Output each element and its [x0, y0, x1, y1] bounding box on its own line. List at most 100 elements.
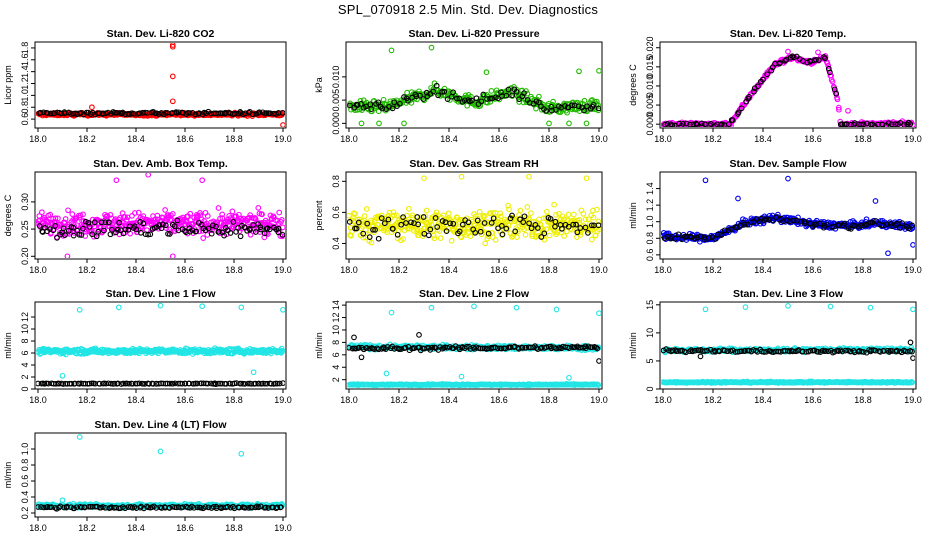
x-tick-label: 18.0 [340, 265, 358, 275]
y-tick-label: 8 [20, 338, 30, 343]
data-point [172, 380, 178, 387]
data-point [238, 304, 245, 311]
data-point [456, 228, 463, 235]
data-point [436, 228, 443, 234]
data-point [219, 110, 226, 117]
data-point [150, 381, 156, 387]
y-tick-label: 1.4 [645, 182, 655, 195]
data-point [80, 225, 86, 232]
data-point [487, 221, 494, 228]
data-point [467, 233, 474, 240]
data-point [169, 380, 176, 387]
data-point [715, 231, 721, 238]
data-point [909, 379, 915, 386]
data-point [255, 205, 262, 211]
data-point [256, 109, 263, 116]
data-point [669, 122, 676, 127]
data-point [751, 88, 757, 95]
data-point [189, 227, 196, 234]
series-reference [661, 214, 915, 243]
data-point [488, 88, 495, 94]
data-point [576, 217, 583, 223]
data-point [417, 92, 423, 99]
data-point [238, 380, 245, 387]
data-point [199, 303, 206, 310]
data-point [718, 122, 724, 127]
data-point [157, 303, 164, 309]
data-point [132, 210, 138, 216]
data-point [420, 214, 427, 220]
data-point [363, 103, 369, 110]
points [347, 303, 601, 388]
data-point [498, 223, 505, 229]
data-point [347, 344, 352, 351]
data-point [565, 223, 572, 230]
data-point [65, 227, 72, 234]
data-point [559, 225, 565, 232]
data-point [801, 220, 808, 227]
data-point [474, 217, 481, 224]
data-point [131, 110, 137, 117]
data-point [126, 380, 132, 387]
data-point [131, 223, 138, 230]
x-tick-label: 19.0 [274, 395, 292, 405]
data-point [259, 211, 265, 218]
data-point [388, 309, 395, 316]
data-point [368, 106, 375, 112]
data-point [548, 103, 555, 110]
data-point [379, 215, 386, 222]
plot-frame [659, 171, 917, 260]
data-point [827, 303, 834, 310]
data-point [123, 216, 130, 223]
data-point [159, 221, 166, 228]
data-point [347, 219, 353, 225]
data-point [512, 228, 519, 235]
data-point [96, 110, 103, 116]
data-point [169, 211, 176, 217]
data-point [725, 227, 732, 234]
y-tick-label: 15 [645, 300, 655, 310]
data-point [764, 71, 771, 78]
data-point [211, 380, 218, 387]
figure-title: SPL_070918 2.5 Min. Std. Dev. Diagnostic… [337, 2, 599, 17]
data-point [498, 345, 505, 352]
data-point [375, 99, 382, 106]
data-point [363, 345, 370, 351]
data-point [595, 382, 601, 388]
data-point [458, 373, 465, 380]
data-point [375, 346, 382, 353]
data-point [766, 216, 773, 223]
data-point [841, 121, 848, 127]
data-point [80, 211, 86, 218]
data-point [489, 95, 495, 102]
data-point [855, 223, 862, 230]
y-tick-label: 12 [20, 312, 30, 322]
x-tick-label: 18.0 [29, 395, 47, 405]
data-point [738, 105, 745, 112]
data-point [44, 110, 51, 116]
data-point [40, 109, 47, 116]
data-point [208, 230, 215, 237]
data-point [537, 345, 544, 352]
data-point [219, 229, 226, 236]
x-tick-label: 18.4 [127, 395, 145, 405]
x-tick-label: 18.0 [340, 134, 358, 144]
data-point [566, 120, 572, 127]
data-point [570, 221, 577, 228]
data-point [145, 173, 152, 178]
data-point [132, 380, 139, 387]
data-point [186, 110, 193, 116]
data-point [454, 95, 460, 102]
data-point [458, 234, 465, 241]
data-point [361, 213, 368, 219]
plot-frame [34, 41, 287, 129]
data-point [485, 345, 491, 352]
data-point [107, 212, 114, 218]
x-tick-label: 19.0 [904, 395, 922, 405]
data-point [664, 121, 671, 127]
x-tick-label: 19.0 [274, 134, 292, 144]
data-point [431, 344, 438, 351]
data-point [515, 228, 521, 235]
data-point [869, 219, 876, 226]
